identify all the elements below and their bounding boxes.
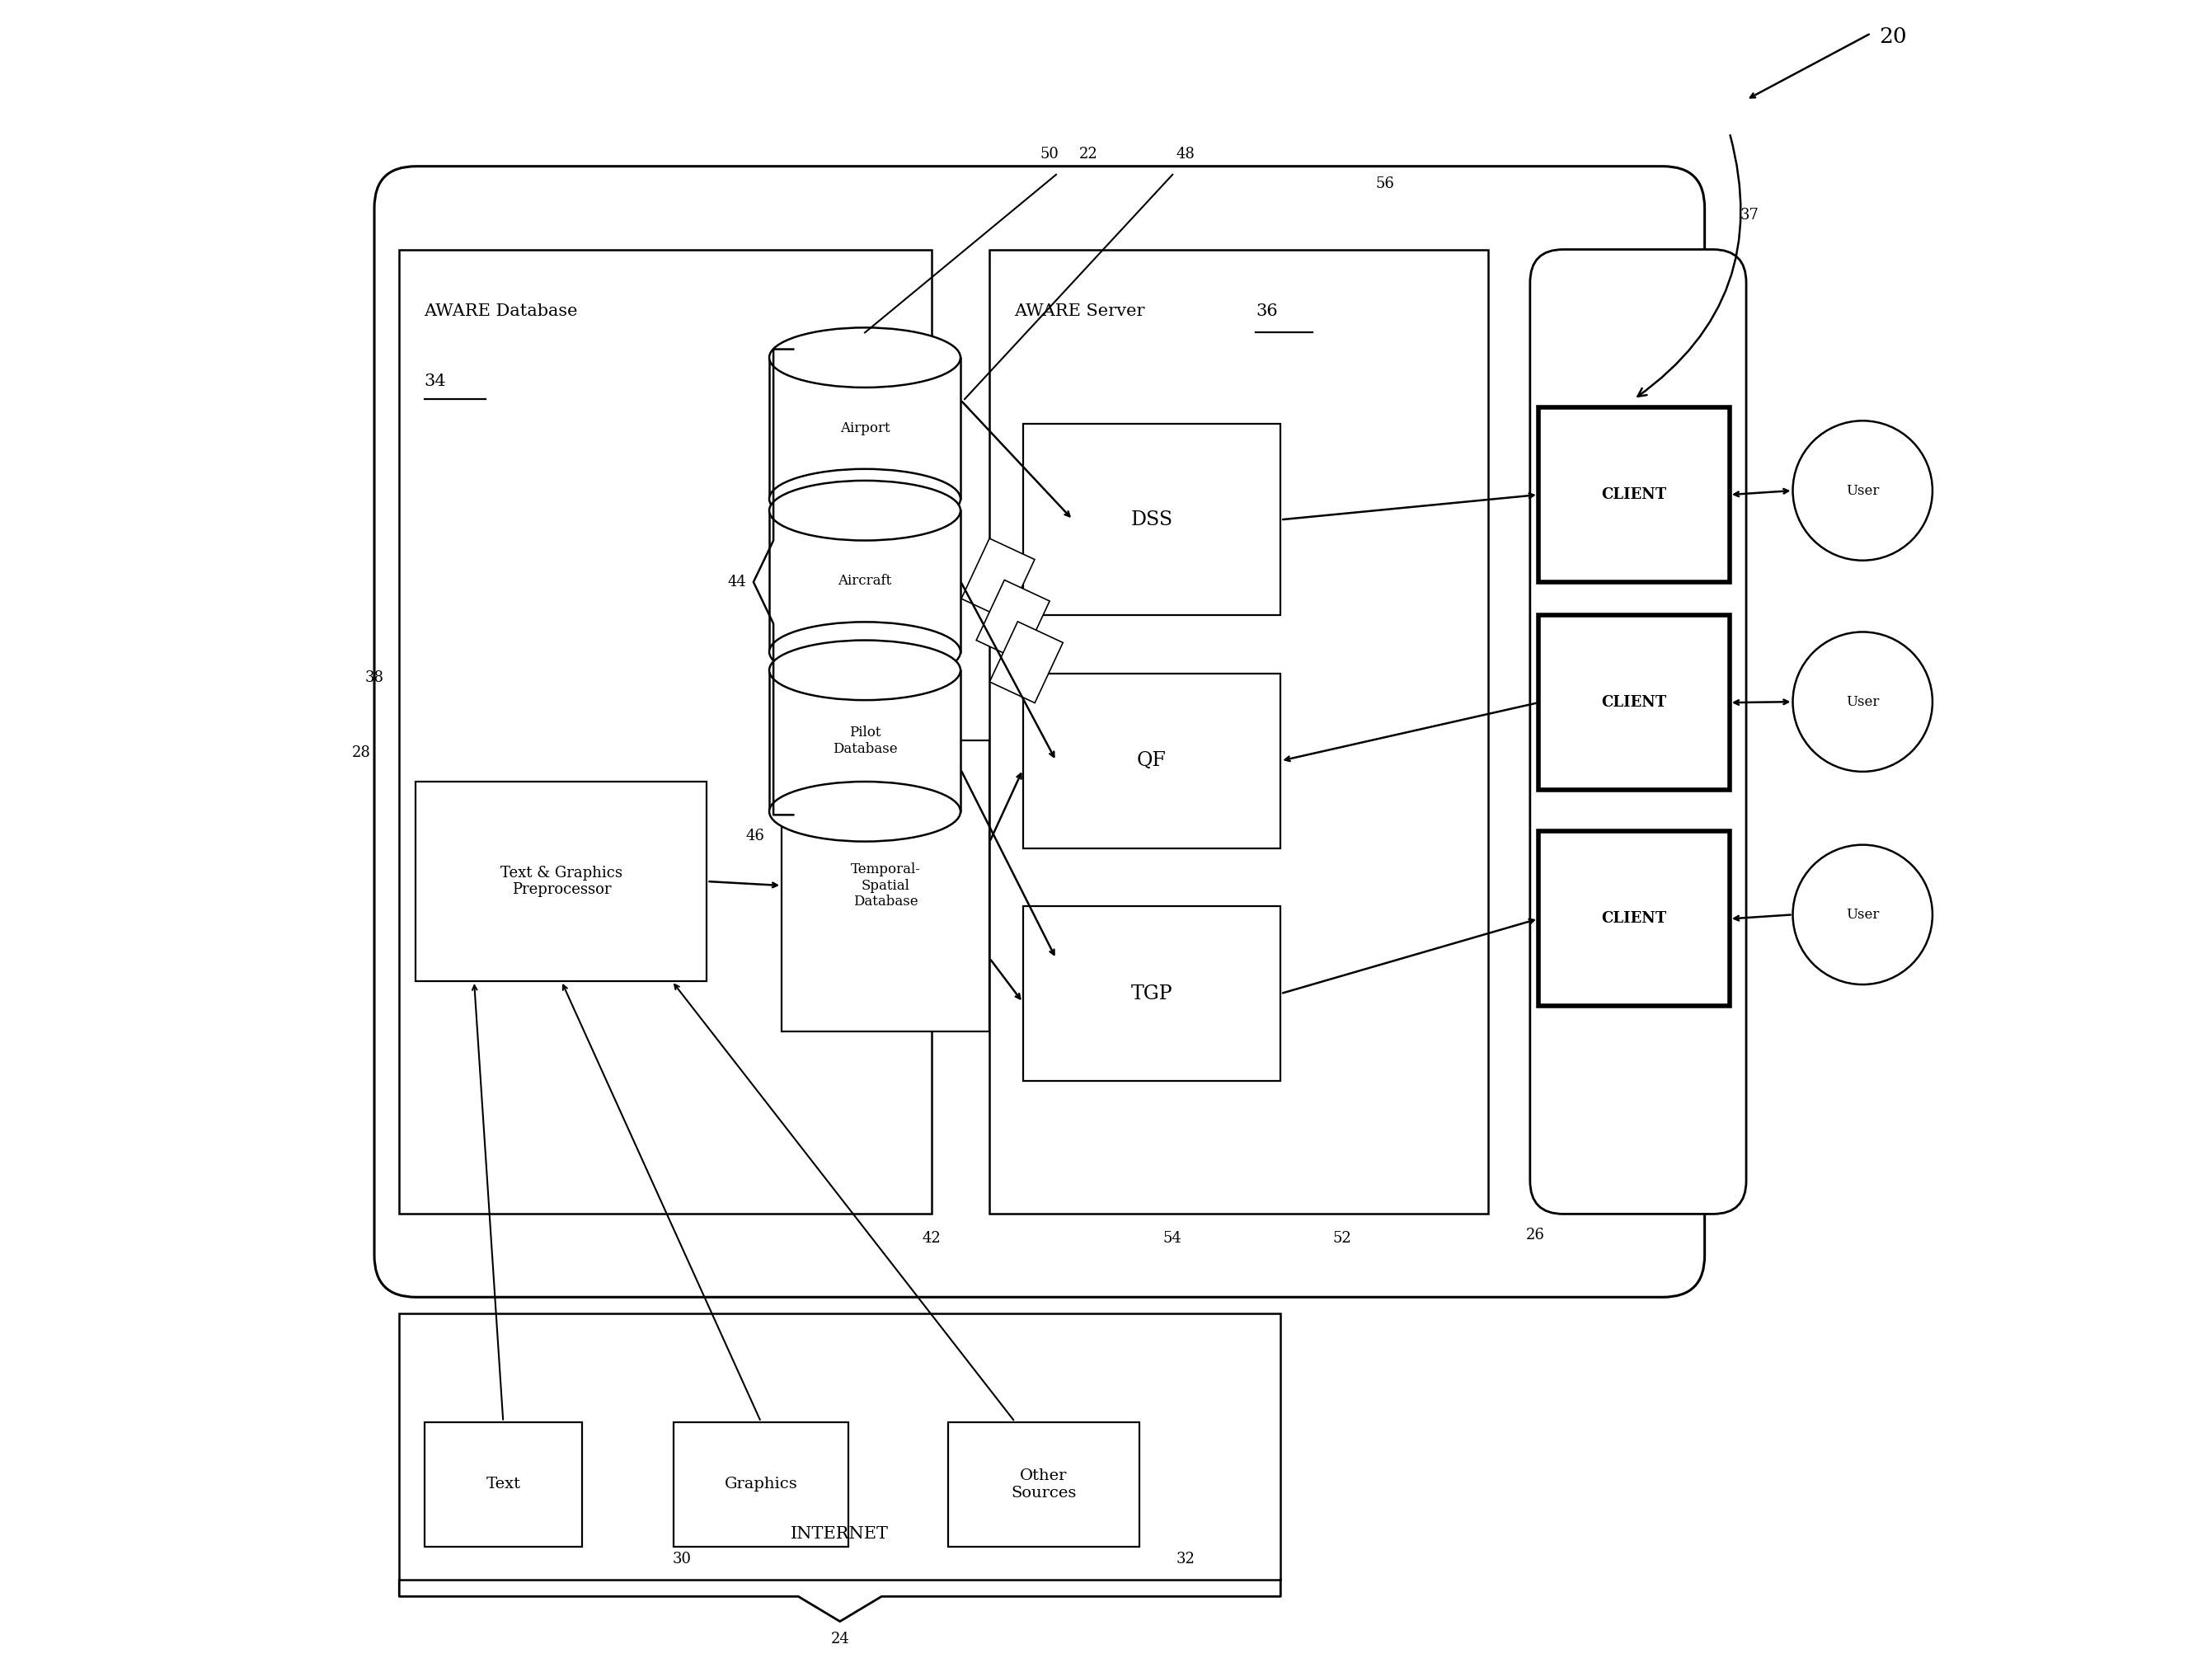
Bar xyxy=(781,740,989,1031)
Text: AWARE Server: AWARE Server xyxy=(1015,304,1146,319)
Text: 54: 54 xyxy=(1164,1231,1181,1246)
Text: 56: 56 xyxy=(1376,176,1396,191)
Bar xyxy=(1537,832,1730,1006)
Bar xyxy=(770,670,960,812)
Text: 32: 32 xyxy=(1177,1552,1194,1567)
Text: 42: 42 xyxy=(922,1231,940,1246)
Bar xyxy=(1022,424,1281,615)
Text: 30: 30 xyxy=(672,1552,692,1567)
Ellipse shape xyxy=(770,481,960,540)
Text: 50: 50 xyxy=(1040,146,1060,161)
Text: Text: Text xyxy=(487,1477,520,1492)
Bar xyxy=(962,539,1035,620)
Text: 26: 26 xyxy=(1526,1227,1544,1242)
FancyBboxPatch shape xyxy=(1531,249,1745,1214)
Text: Graphics: Graphics xyxy=(723,1477,799,1492)
Text: CLIENT: CLIENT xyxy=(1601,487,1666,502)
Bar xyxy=(675,1422,847,1547)
Bar xyxy=(425,1422,582,1547)
Text: INTERNET: INTERNET xyxy=(792,1527,889,1542)
Bar xyxy=(989,249,1489,1214)
Bar xyxy=(975,580,1051,662)
Text: 52: 52 xyxy=(1334,1231,1352,1246)
Text: 34: 34 xyxy=(425,374,447,389)
Text: Pilot
Database: Pilot Database xyxy=(832,725,898,757)
Text: 48: 48 xyxy=(1177,146,1194,161)
Text: Aircraft: Aircraft xyxy=(838,574,891,589)
Text: 36: 36 xyxy=(1256,304,1279,319)
Text: DSS: DSS xyxy=(1130,511,1172,529)
Bar xyxy=(398,249,931,1214)
Text: Other
Sources: Other Sources xyxy=(1011,1468,1077,1500)
Text: 22: 22 xyxy=(1079,146,1097,161)
Ellipse shape xyxy=(770,622,960,682)
Text: QF: QF xyxy=(1137,752,1166,770)
Ellipse shape xyxy=(770,469,960,529)
Bar xyxy=(770,358,960,499)
Text: 24: 24 xyxy=(830,1631,849,1646)
Ellipse shape xyxy=(770,640,960,700)
Text: 44: 44 xyxy=(728,575,745,589)
Bar xyxy=(949,1422,1139,1547)
Text: 37: 37 xyxy=(1741,208,1759,223)
Bar xyxy=(1537,615,1730,790)
Bar xyxy=(1537,407,1730,582)
Text: Text & Graphics
Preprocessor: Text & Graphics Preprocessor xyxy=(500,865,622,898)
Text: User: User xyxy=(1847,908,1880,921)
Text: 20: 20 xyxy=(1880,27,1907,47)
Text: 46: 46 xyxy=(745,828,765,843)
Bar xyxy=(1022,674,1281,848)
Bar xyxy=(398,1314,1281,1580)
Text: CLIENT: CLIENT xyxy=(1601,911,1666,926)
FancyArrowPatch shape xyxy=(1637,135,1741,396)
Text: 28: 28 xyxy=(352,745,369,760)
FancyBboxPatch shape xyxy=(374,166,1705,1297)
Bar xyxy=(416,782,708,981)
Bar xyxy=(770,511,960,652)
Bar xyxy=(989,622,1064,703)
Text: 38: 38 xyxy=(365,670,385,685)
Text: AWARE Database: AWARE Database xyxy=(425,304,577,319)
Text: Airport: Airport xyxy=(841,421,889,436)
Text: TGP: TGP xyxy=(1130,984,1172,1003)
Text: Temporal-
Spatial
Database: Temporal- Spatial Database xyxy=(852,863,920,908)
Text: CLIENT: CLIENT xyxy=(1601,695,1666,710)
Text: User: User xyxy=(1847,484,1880,497)
Bar xyxy=(1022,906,1281,1081)
Ellipse shape xyxy=(770,782,960,841)
Ellipse shape xyxy=(770,328,960,387)
Text: User: User xyxy=(1847,695,1880,708)
